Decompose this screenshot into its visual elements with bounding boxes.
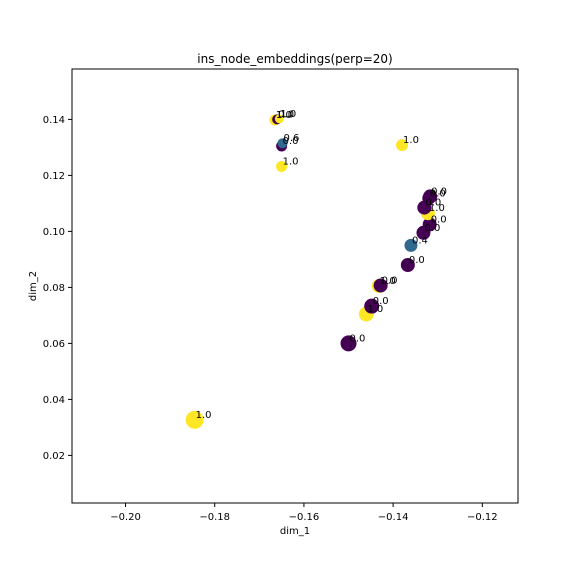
point-value-label: 0.0 — [350, 333, 366, 344]
y-axis-label: dim_2 — [28, 271, 39, 301]
scatter-point — [373, 278, 388, 293]
points-layer — [185, 114, 438, 429]
point-value-label: 1.0 — [196, 410, 212, 421]
scatter-point — [396, 139, 409, 152]
point-value-label: 0.0 — [409, 255, 425, 266]
scatter-point — [422, 217, 437, 232]
point-value-label: 1.0 — [280, 109, 296, 120]
axes-frame — [71, 68, 519, 504]
x-tick-label: −0.16 — [289, 512, 320, 523]
point-value-label: 0.4 — [412, 235, 428, 246]
scatter-point — [274, 114, 284, 124]
y-tick-label: 0.02 — [43, 451, 65, 462]
point-value-label: 0.0 — [382, 275, 398, 286]
point-value-label: 0.0 — [430, 188, 446, 199]
x-tick-label: −0.20 — [110, 512, 141, 523]
point-value-label: 1.0 — [276, 110, 292, 121]
scatter-point — [400, 258, 415, 272]
y-tick-label: 0.04 — [43, 395, 65, 406]
point-value-label: 1.0 — [380, 276, 396, 287]
point-value-label: 1.0 — [283, 156, 299, 167]
scatter-point — [364, 298, 380, 314]
y-axis-ticks: 0.02 0.04 0.06 0.08 0.10 0.12 0.14 — [43, 115, 72, 462]
scatter-point — [404, 238, 418, 252]
point-value-label: 1.0 — [367, 304, 383, 315]
scatter-point — [340, 335, 357, 352]
point-labels-layer: 1.00.01.00.01.00.00.00.40.00.01.00.00.00… — [196, 109, 447, 421]
point-value-label: 1.0 — [429, 203, 445, 214]
point-value-label: 0.0 — [425, 198, 441, 209]
y-tick-label: 0.08 — [43, 283, 65, 294]
x-tick-label: −0.12 — [467, 512, 498, 523]
point-value-label: 0.0 — [431, 214, 447, 225]
scatter-point — [185, 410, 204, 429]
x-axis-label: dim_1 — [280, 526, 310, 537]
point-value-label: 0.0 — [424, 223, 440, 234]
point-value-label: 0.6 — [284, 133, 300, 144]
point-value-label: 0.0 — [278, 109, 294, 120]
plot-area: 1.00.01.00.01.00.00.00.40.00.01.00.00.00… — [71, 68, 519, 504]
point-value-label: 0.0 — [431, 186, 447, 197]
point-value-label: 1.0 — [403, 135, 419, 146]
point-value-label: 0.0 — [373, 296, 389, 307]
y-tick-label: 0.12 — [43, 171, 65, 182]
point-value-label: 0.0 — [283, 136, 299, 147]
scatter-point — [276, 160, 288, 172]
x-tick-label: −0.14 — [378, 512, 409, 523]
y-tick-label: 0.10 — [43, 227, 65, 238]
scatter-point — [422, 191, 436, 205]
y-tick-label: 0.14 — [43, 115, 65, 126]
x-axis-ticks: −0.20 −0.18 −0.16 −0.14 −0.12 — [110, 503, 498, 523]
x-tick-label: −0.18 — [199, 512, 230, 523]
y-tick-label: 0.06 — [43, 339, 65, 350]
chart-title: ins_node_embeddings(perp=20) — [197, 52, 393, 66]
scatter-point — [277, 138, 288, 149]
